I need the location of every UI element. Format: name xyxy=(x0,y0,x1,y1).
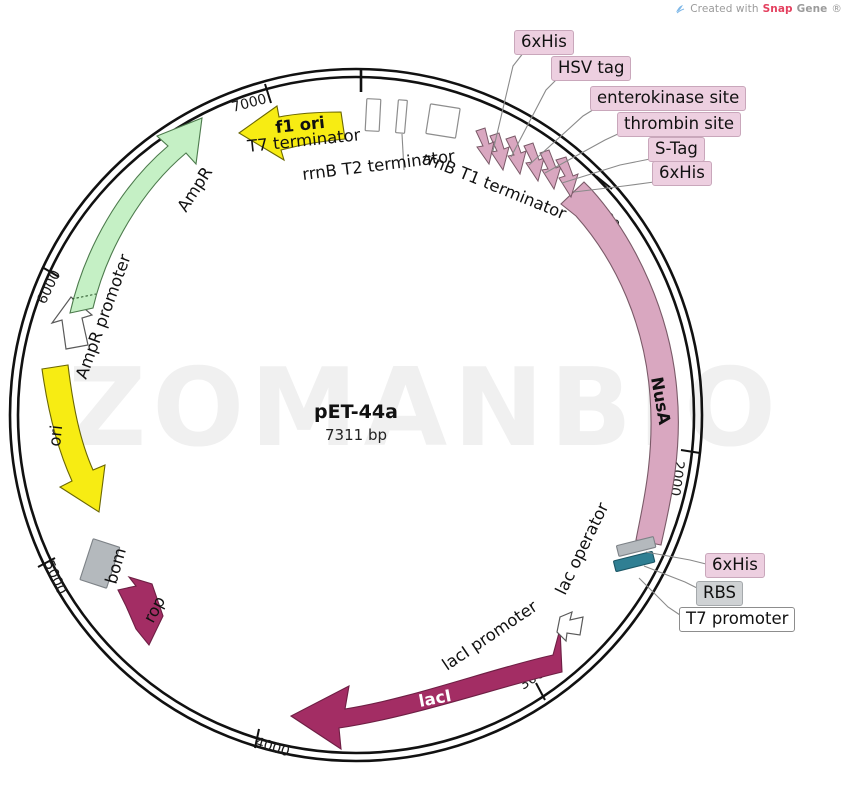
snapgene-credit: Created with Snap Gene ® xyxy=(674,3,842,15)
feature-ori[interactable]: ori xyxy=(41,364,106,513)
credit-brand: Snap xyxy=(762,3,793,15)
feature-arrow-s-tag xyxy=(475,127,495,166)
tick-label-5000: 5000 xyxy=(40,558,69,597)
callout-rbs[interactable]: RBS xyxy=(696,581,743,607)
plasmid-size: 7311 bp xyxy=(325,426,387,444)
plasmid-backbone xyxy=(8,67,704,763)
feature-f1-ori[interactable]: f1 ori xyxy=(237,105,346,162)
feature-label-ampr: AmpR xyxy=(173,163,216,215)
credit-brand2: Gene xyxy=(796,3,828,15)
feature-bom[interactable]: bom xyxy=(79,538,130,589)
feature-label-lac-operator: lac operator xyxy=(552,499,613,597)
credit-prefix: Created with xyxy=(690,3,759,15)
callout-hsv-tag[interactable]: HSV tag xyxy=(551,56,632,82)
callout-leader-lines-bottom xyxy=(638,551,707,616)
tick-label-7000: 7000 xyxy=(230,91,269,116)
tick-label-6000: 6000 xyxy=(34,268,64,307)
snapgene-logo-icon xyxy=(674,3,686,15)
feature-label-laci: lacI xyxy=(417,686,453,711)
tick-label-4000: 4000 xyxy=(253,735,292,761)
feature-arrow-enterokinase xyxy=(523,142,545,183)
callout-thrombin-site[interactable]: thrombin site xyxy=(617,112,742,138)
feature-nusa[interactable]: NusA xyxy=(560,181,679,546)
feature-ampr[interactable]: AmpR xyxy=(69,117,216,314)
credit-suffix: ® xyxy=(831,3,842,15)
callout-6xhis-top[interactable]: 6xHis xyxy=(514,30,574,56)
callout-6xhis-second[interactable]: 6xHis xyxy=(652,161,712,187)
feature-rbs[interactable] xyxy=(616,536,657,557)
feature-label-ori: ori xyxy=(45,424,66,447)
callout-s-tag[interactable]: S-Tag xyxy=(648,137,705,163)
feature-rop[interactable]: rop xyxy=(117,575,169,647)
callout-6xhis-bottom[interactable]: 6xHis xyxy=(705,553,765,579)
feature-arrow-hsv-tag xyxy=(505,135,527,176)
callout-t7-promoter[interactable]: T7 promoter xyxy=(679,607,796,633)
feature-arrow-6xhis-b xyxy=(555,156,579,199)
callout-leader-lines-top xyxy=(492,51,655,193)
feature-lac-operator[interactable] xyxy=(613,550,656,572)
ampr-signal-peptide-divider xyxy=(71,293,97,300)
callout-enterokinase-site[interactable]: enterokinase site xyxy=(590,86,747,112)
plasmid-name: pET-44a xyxy=(314,401,398,423)
